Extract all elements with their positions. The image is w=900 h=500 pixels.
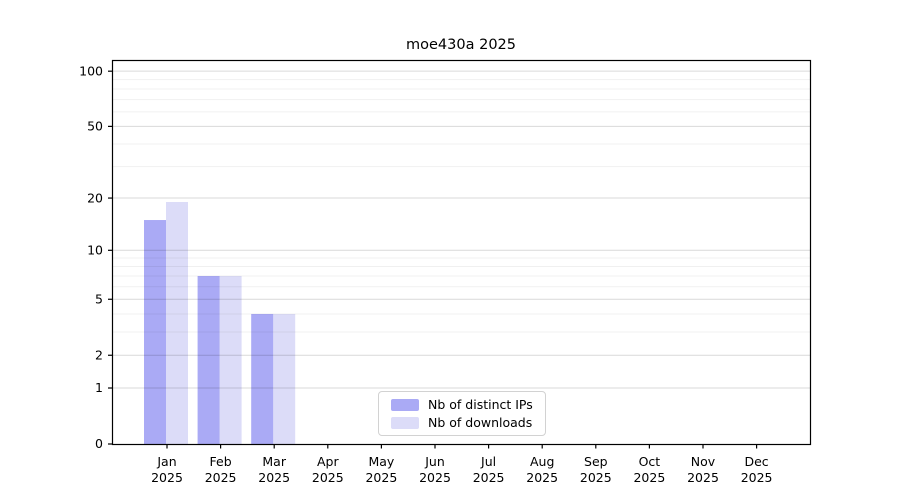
bar-downloads [273,313,296,444]
chart-title: moe430a 2025 [406,37,516,53]
bar-distinct-ips [251,313,274,444]
bar-downloads [166,202,188,444]
bar-downloads [219,276,242,444]
x-tick-month-label: Jan [156,454,176,469]
x-tick-month-label: Sep [584,454,608,469]
y-tick-label: 50 [87,119,103,134]
legend-swatch-distinct-ips-icon [391,398,419,411]
x-tick-month-label: Dec [744,454,768,469]
x-tick-month-label: Mar [262,454,286,469]
x-tick-month-label: Oct [639,454,661,469]
bar-distinct-ips [197,276,220,444]
x-tick-month-label: Apr [317,454,339,469]
x-tick-month-label: Nov [691,454,716,469]
x-tick-year-label: 2025 [419,470,451,485]
x-tick-year-label: 2025 [526,470,558,485]
y-tick-label: 20 [87,190,103,205]
x-tick-year-label: 2025 [151,470,183,485]
x-tick-year-label: 2025 [580,470,612,485]
legend-label-distinct-ips: Nb of distinct IPs [428,397,533,412]
x-tick-month-label: May [368,454,394,469]
x-tick-year-label: 2025 [205,470,237,485]
x-tick-year-label: 2025 [365,470,397,485]
y-tick-label: 5 [95,291,103,306]
legend-swatch-downloads-icon [391,416,419,429]
bar-distinct-ips [144,220,166,444]
legend-item-downloads: Nb of downloads [391,415,545,430]
y-tick-label: 0 [95,436,103,451]
legend-item-distinct-ips: Nb of distinct IPs [391,397,545,412]
y-tick-label: 100 [79,63,103,78]
x-tick-month-label: Feb [210,454,232,469]
x-tick-year-label: 2025 [473,470,505,485]
y-tick-label: 10 [87,242,103,257]
x-tick-month-label: Aug [530,454,554,469]
y-tick-label: 1 [95,380,103,395]
x-tick-month-label: Jul [480,454,496,469]
x-tick-year-label: 2025 [312,470,344,485]
legend-label-downloads: Nb of downloads [428,415,533,430]
y-tick-label: 2 [95,347,103,362]
x-tick-year-label: 2025 [687,470,719,485]
x-tick-year-label: 2025 [633,470,665,485]
x-tick-month-label: Jun [424,454,445,469]
x-tick-year-label: 2025 [741,470,773,485]
x-tick-year-label: 2025 [258,470,290,485]
legend: Nb of distinct IPs Nb of downloads [378,391,546,436]
